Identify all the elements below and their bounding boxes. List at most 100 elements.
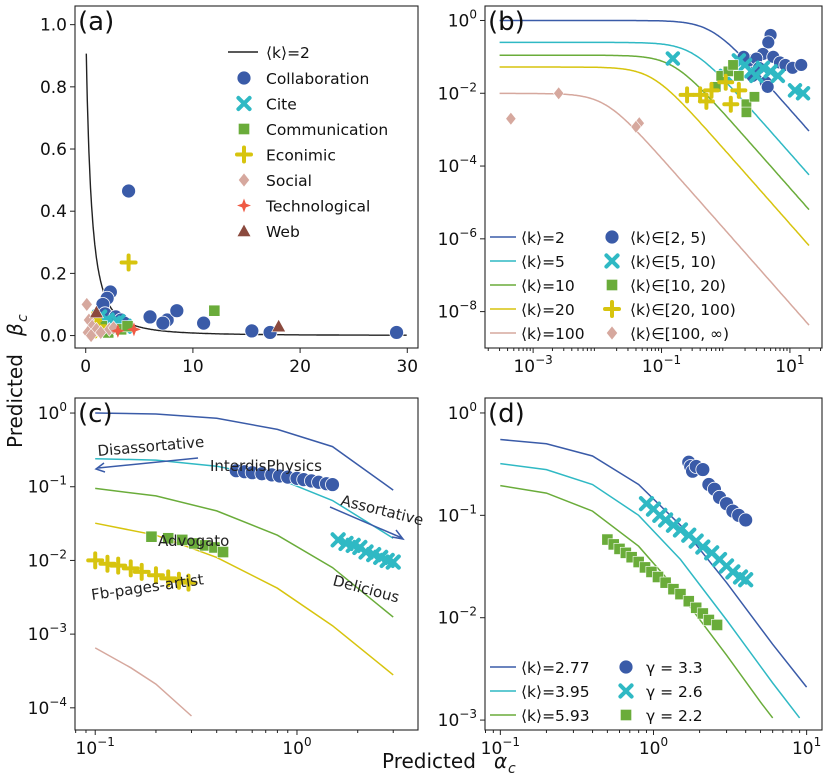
panel-d-xtick-label: 10−1 [481,735,520,759]
panel-d-point-square [696,607,709,620]
panel-a-ytick-label: 0.4 [40,202,67,222]
panel-d-legend-marker [620,709,632,721]
panel-b-legend-label: ⟨k⟩∈[5, 10) [630,253,716,271]
panel-a-point-diamond [94,324,107,340]
panel-b-plot-area [499,19,811,326]
panel-b-legend-label: ⟨k⟩=5 [521,253,565,271]
panel-c-point-x [330,532,346,548]
panel-b-point-plus [678,86,696,104]
panel-c-label: (c) [78,399,113,429]
panel-b-legend-marker [606,279,618,291]
panel-a-plot-area [80,53,407,344]
panel-a-point-star [110,323,125,338]
panel-a-label: (a) [78,7,114,37]
panel-b-ytick-label: 10−4 [438,153,477,177]
panel-a-legend-label: Econimic [266,147,336,165]
panel-a-point-square [208,304,221,317]
x-axis-symbol: α [494,749,507,773]
panel-c-point-plus [132,562,151,581]
panel-c-line-k2 [95,412,394,491]
panel-a-point-triangle [271,318,287,333]
panel-a-legend-marker [235,145,253,164]
panel-b-point-circle [794,58,809,72]
panel-d-ytick-label: 100 [448,400,477,424]
panel-b-frame [484,5,823,349]
panel-b-label: (b) [488,7,525,37]
panel-d-line [500,462,801,719]
panel-d-point-square [659,576,672,589]
panel-c-ytick-label: 10−1 [28,474,67,498]
panel-b-legend-label: ⟨k⟩∈[10, 20) [630,277,726,295]
panel-d-point-x [738,572,754,588]
panel-d-point-square [674,588,687,601]
panel-b-ytick-label: 10−6 [438,226,477,250]
panel-b-point-square [727,59,739,71]
panel-d-ytick-label: 10−3 [438,707,477,731]
panel-c-ytick-label: 10−3 [28,621,67,645]
panel-c-point-plus [146,566,165,585]
x-axis-title: Predicted α c [382,749,516,777]
panel-a-ytick-label: 0.6 [40,140,67,160]
panel-a-legend-marker [237,198,251,213]
x-axis-title-text: Predicted [382,749,476,773]
panel-b-legend-label: ⟨k⟩=2 [521,229,565,247]
panel-c-point-plus [179,573,198,592]
panel-d-ytick-label: 10−2 [438,605,477,629]
panel-d-legend-marker [618,659,634,675]
panel-d-legend-label: γ = 2.2 [646,707,703,725]
x-axis-subscript: c [508,761,516,777]
panel-c-point-plus [86,551,105,570]
panel-a-xtick-label: 30 [396,357,418,377]
panel-a-legend-label: Technological [265,198,370,216]
panel-c-annotation: InterdisPhysics [210,457,322,475]
panel-a-point-circle [142,309,158,325]
panel-a-legend-label: Web [266,223,300,241]
panel-b-point-plus [717,73,735,91]
panel-c-ytick-label: 100 [38,400,67,424]
panel-b-xtick-label: 10−1 [642,353,681,377]
panel-c-point-plus [159,569,178,588]
panel-d-legend-label: ⟨k⟩=5.93 [521,707,590,725]
panel-b-ytick-label: 10−2 [438,80,477,104]
panel-d-legend-label: ⟨k⟩=3.95 [521,683,590,701]
panel-a-point-star [126,322,141,337]
panel-a-frame [74,5,419,349]
panel-b-legend-marker [603,300,621,318]
panel-b-point-x [665,51,681,66]
panel-b-point-square [748,91,760,103]
panel-b-point-circle [760,79,775,94]
panel-b-point-x [755,60,771,76]
panel-c-point-plus [121,559,140,578]
panel-c-xtick-label: 100 [282,735,311,759]
panel-a-point-circle [121,183,136,199]
panel-c-frame [74,397,419,731]
panel-a-legend-label: Social [266,172,312,190]
panel-d-ytick-label: 10−1 [438,502,477,526]
panel-b-point-plus [722,95,740,113]
panel-b-legend-label: ⟨k⟩=100 [521,325,585,343]
panel-b-point-diamond [553,86,565,101]
panel-b-line [499,92,810,326]
panel-c-line-k10 [95,487,394,618]
panel-a-legend-marker [236,70,252,86]
panel-a-xtick-label: 20 [289,357,311,377]
panel-d-label: (d) [488,399,525,429]
panel-a-ytick-label: 0.8 [40,78,67,98]
panel-a-xtick-label: 0 [80,357,91,377]
panel-b-legend-marker [604,253,620,269]
panel-d-point-square [682,595,695,608]
panel-b-legend-label: ⟨k⟩∈[20, 100) [630,301,736,319]
panel-d-line [500,484,774,719]
panel-a-legend-marker [238,172,250,188]
panel-d-plot-area [500,438,808,719]
panel-b-point-x [770,68,786,84]
panel-b-legend-label: ⟨k⟩=20 [521,301,575,319]
panel-c-disassortative-arrowhead [94,462,106,473]
panel-a-legend-label: Cite [266,96,297,114]
panel-a-point-circle [196,315,212,331]
panel-c-line-k100 [94,647,193,717]
y-axis-title: Predicted β c [3,314,31,448]
panel-d-legend-label: γ = 2.6 [646,683,703,701]
panel-b-ytick-label: 100 [448,7,477,31]
panel-c-point-square [176,533,189,546]
